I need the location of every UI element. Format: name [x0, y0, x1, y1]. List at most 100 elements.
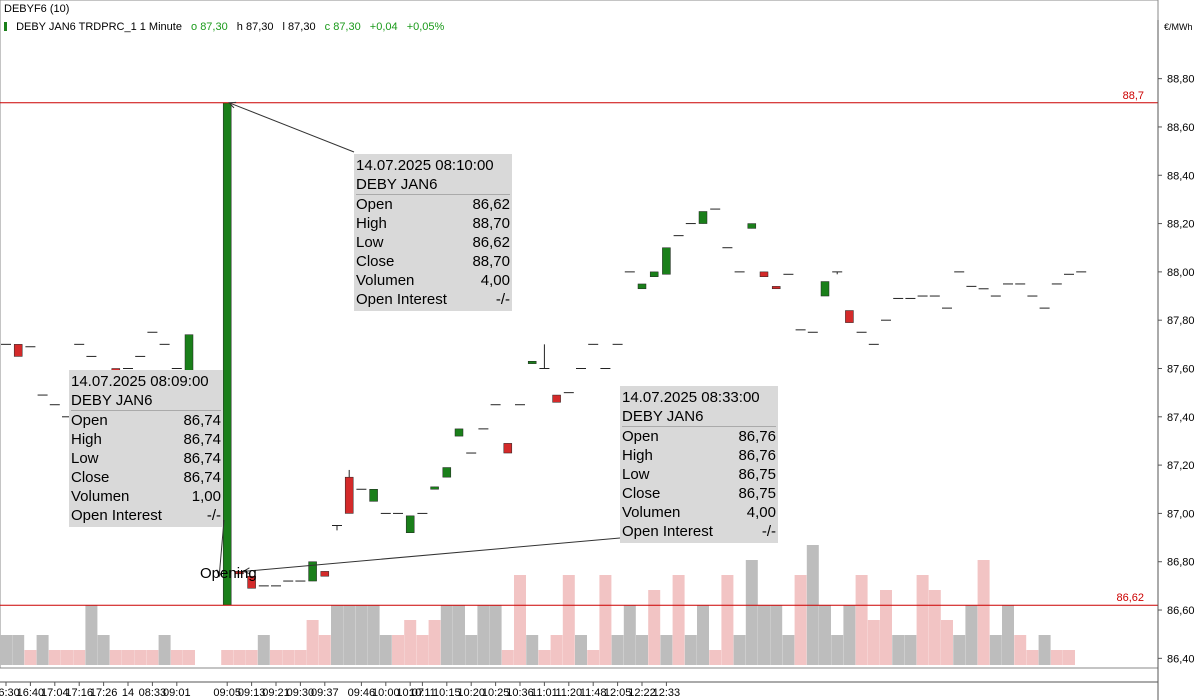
volume-bar	[855, 575, 868, 665]
tooltip-0809: 14.07.2025 08:09:00 DEBY JAN6 Open 86,74 H…	[69, 370, 223, 527]
tooltip-name: DEBY JAN6	[356, 175, 510, 195]
annotation-arrow	[229, 102, 355, 153]
volume-bar	[428, 620, 441, 665]
tooltip-key: Volumen	[356, 272, 415, 289]
tooltip-value: -/-	[495, 291, 510, 308]
candle-body	[344, 476, 354, 514]
y-tick-label: 88,80	[1167, 74, 1195, 86]
volume-bar	[1014, 635, 1027, 665]
candle-body	[247, 575, 256, 589]
x-tick-label: 09:46	[348, 687, 376, 699]
y-tick-label: 86,80	[1167, 557, 1195, 569]
volume-bar	[709, 650, 722, 665]
volume-bar	[48, 650, 61, 665]
volume-bar	[660, 635, 673, 665]
tooltip-value: 88,70	[472, 253, 510, 270]
tooltip-key: Volumen	[71, 488, 130, 505]
volume-bar	[819, 605, 831, 665]
volume-bar	[697, 605, 709, 665]
volume-bar	[440, 605, 453, 665]
tooltip-key: Low	[356, 234, 384, 251]
chart-title: DEBYF6 (10)	[4, 3, 70, 15]
volume-bar	[24, 650, 37, 665]
volume-bar	[367, 605, 380, 665]
candle-body	[320, 571, 330, 577]
candle-body	[698, 211, 708, 224]
y-tick-label: 87,60	[1167, 363, 1195, 375]
volume-bar	[575, 635, 587, 665]
candle-body	[222, 102, 232, 606]
volume-bar	[1050, 650, 1063, 665]
candle-layer	[1, 102, 1087, 606]
tooltip-value: 88,70	[472, 215, 510, 232]
tooltip-row: Open Interest -/-	[71, 506, 221, 525]
candle-body	[430, 486, 439, 490]
volume-bar	[843, 605, 856, 665]
x-tick-label: 10:11	[409, 687, 436, 699]
volume-bar	[623, 605, 636, 665]
candle-icon	[4, 22, 7, 31]
volume-bar	[404, 620, 417, 665]
x-tick-label: 17:16	[65, 687, 93, 699]
tooltip-key: Low	[71, 450, 99, 467]
tooltip-key: Open Interest	[356, 291, 447, 308]
volume-bar	[892, 635, 905, 665]
candle-body	[637, 283, 647, 290]
volume-bar	[158, 635, 171, 665]
volume-bar	[233, 650, 246, 665]
tooltip-name: DEBY JAN6	[622, 407, 776, 427]
tooltip-0810: 14.07.2025 08:10:00 DEBY JAN6 Open 86,62 H…	[354, 154, 512, 311]
x-tick-label: 14	[122, 687, 134, 699]
tooltip-row: Volumen 4,00	[356, 271, 510, 290]
tooltip-key: Close	[71, 469, 110, 486]
tooltip-key: Close	[356, 253, 395, 270]
candle-body	[308, 561, 317, 582]
candle-body	[845, 310, 854, 323]
candle-body	[747, 223, 757, 229]
volume-bar	[257, 635, 270, 665]
tooltip-value: -/-	[206, 507, 221, 524]
candle-body	[442, 467, 452, 478]
volume-bar	[941, 620, 953, 665]
candle-body	[503, 443, 513, 454]
volume-bar	[97, 635, 110, 665]
volume-bar	[392, 635, 404, 665]
tooltip-row: Open Interest -/-	[622, 522, 776, 541]
x-tick-label: 12:22	[628, 687, 656, 699]
chart-header: DEBYF6 (10) DEBY JAN6 TRDPRC_1 1 Minute …	[0, 0, 1200, 40]
volume-bar	[928, 590, 941, 665]
candle-body	[820, 281, 830, 297]
candle-body	[369, 489, 378, 502]
volume-bar	[989, 635, 1002, 665]
x-tick-label: 12:33	[653, 687, 681, 699]
candle-body	[13, 344, 23, 357]
volume-bar	[379, 635, 392, 665]
low-value: l 87,30	[282, 21, 316, 33]
close-value: c 87,30	[324, 21, 361, 33]
volume-bar	[245, 650, 258, 665]
tooltip-key: Open	[356, 196, 393, 213]
volume-bar	[170, 650, 183, 665]
annotation-arrows	[216, 101, 621, 578]
volume-bar	[831, 635, 844, 665]
y-tick-label: 86,40	[1167, 653, 1195, 665]
volume-bar	[465, 635, 478, 665]
tooltip-row: High 86,74	[71, 430, 221, 449]
tooltip-name: DEBY JAN6	[71, 391, 221, 411]
volume-layer	[0, 545, 1075, 665]
tooltip-row: Open 86,62	[356, 195, 510, 214]
x-tick-label: 16:30	[0, 687, 20, 699]
tooltip-value: 86,74	[183, 412, 221, 429]
x-tick-label: 11:01	[531, 687, 558, 699]
x-tick-label: 09:13	[238, 687, 266, 699]
volume-bar	[880, 590, 892, 665]
tooltip-key: Open	[71, 412, 108, 429]
volume-bar	[134, 650, 147, 665]
volume-bar	[526, 635, 539, 665]
volume-bar	[477, 605, 490, 665]
volume-bar	[782, 635, 795, 665]
x-tick-label: 10:00	[372, 687, 400, 699]
tooltip-value: 86,74	[183, 450, 221, 467]
volume-bar	[636, 635, 648, 665]
